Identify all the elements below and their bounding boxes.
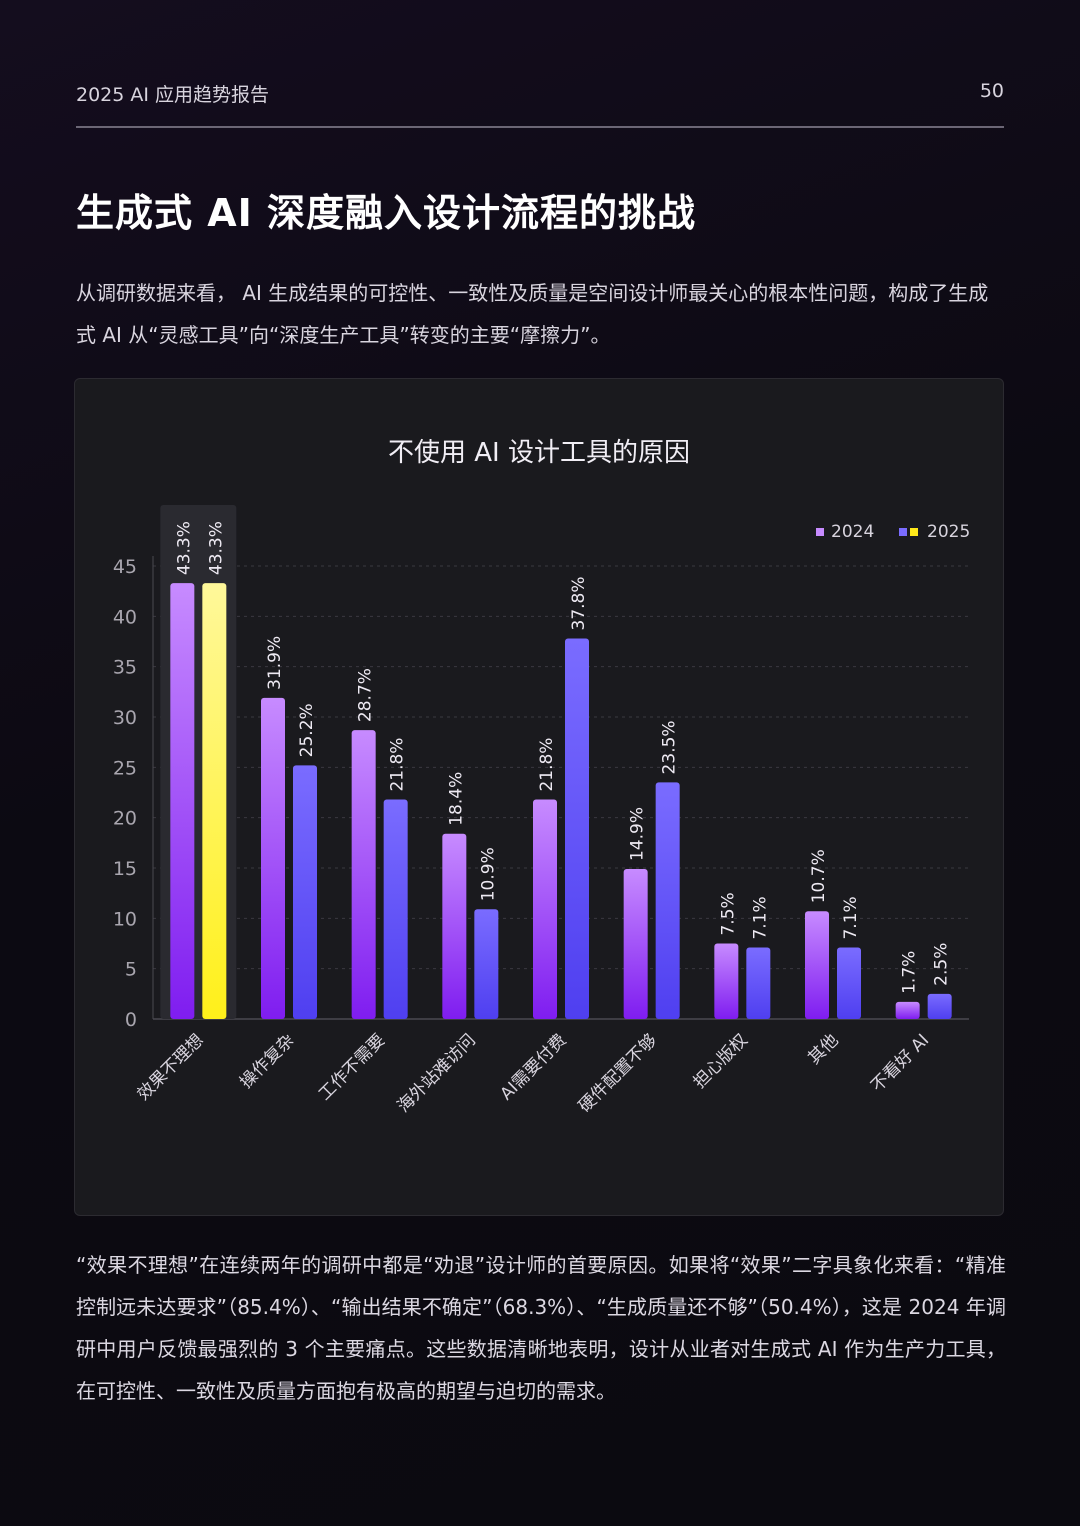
y-tick-label: 5: [125, 959, 137, 981]
conclusion-paragraph: “效果不理想”在连续两年的调研中都是“劝退”设计师的首要原因。如果将“效果”二字…: [76, 1253, 1006, 1403]
bar-2024-8: [805, 911, 829, 1019]
data-label: 7.5%: [718, 892, 738, 935]
data-label: 10.9%: [478, 847, 498, 901]
page-number: 50: [979, 80, 1004, 102]
x-tick-label: 其他: [804, 1030, 842, 1068]
data-label: 43.3%: [206, 521, 226, 575]
y-tick-label: 30: [113, 707, 137, 729]
y-tick-label: 0: [125, 1009, 137, 1031]
chart-card: 不使用 AI 设计工具的原因 0 5 10 15 20 25 30 35 40 45 43.3% 43…: [74, 378, 1004, 1216]
data-label: 10.7%: [809, 849, 829, 903]
page-title: 生成式 AI 深度融入设计流程的挑战: [76, 191, 697, 235]
legend-swatch-2025-highlight: [910, 528, 918, 536]
bar-2024-4: [442, 833, 467, 1019]
y-tick-label: 25: [113, 757, 137, 779]
y-tick-label: 20: [113, 808, 137, 830]
bar-2025-9: [927, 993, 952, 1019]
bar-2025-1: [202, 583, 227, 1019]
data-label: 31.9%: [265, 636, 285, 690]
data-label: 28.7%: [356, 668, 376, 722]
y-tick-label: 45: [113, 556, 137, 578]
data-label: 2.5%: [932, 943, 952, 986]
y-tick-label: 10: [113, 908, 137, 930]
legend-swatch-2025: [899, 528, 907, 536]
x-tick-label: 操作复杂: [236, 1030, 298, 1092]
y-tick-label: 40: [113, 606, 137, 628]
bar-2024-1: [170, 583, 195, 1019]
bar-2024-2: [261, 697, 285, 1019]
legend-swatch-2024: [816, 528, 824, 536]
bar-2024-3: [351, 730, 376, 1019]
x-tick-label: 工作不需要: [315, 1030, 389, 1104]
x-tick-label: 不看好 AI: [867, 1030, 933, 1096]
y-tick-label: 35: [113, 657, 137, 679]
page-header: 2025 AI 应用趋势报告 50: [76, 78, 1004, 128]
bar-2025-8: [837, 947, 861, 1019]
y-tick-label: 15: [113, 858, 137, 880]
data-label: 1.7%: [900, 951, 920, 994]
intro-paragraph: 从调研数据来看， AI 生成结果的可控性、一致性及质量是空间设计师最关心的根本性…: [76, 281, 989, 347]
legend-label-2024: 2024: [831, 522, 874, 542]
x-tick-label: 担心版权: [690, 1030, 752, 1092]
data-label: 43.3%: [174, 521, 194, 575]
bar-2024-5: [533, 799, 557, 1019]
data-label: 14.9%: [628, 807, 648, 861]
data-label: 25.2%: [297, 703, 317, 757]
x-tick-label: 海外站难访问: [394, 1030, 480, 1116]
data-label: 18.4%: [446, 772, 466, 826]
data-label: 23.5%: [660, 720, 680, 774]
bar-2025-6: [655, 782, 680, 1019]
x-tick-label: 效果不理想: [134, 1030, 208, 1104]
bar-2025-3: [383, 799, 408, 1019]
x-tick-label: 硬件配置不够: [575, 1030, 661, 1116]
bar-2024-7: [714, 943, 739, 1019]
x-tick-label: AI需要付费: [497, 1030, 571, 1104]
data-label: 7.1%: [841, 896, 861, 939]
bar-2024-6: [623, 869, 648, 1019]
data-label: 7.1%: [750, 896, 770, 939]
bar-2025-5: [565, 638, 589, 1019]
bar-2025-7: [746, 947, 771, 1019]
legend-label-2025: 2025: [927, 522, 970, 542]
data-label: 21.8%: [388, 738, 408, 792]
bar-2025-4: [474, 909, 499, 1019]
chart-title: 不使用 AI 设计工具的原因: [388, 438, 690, 468]
data-label: 21.8%: [537, 738, 557, 792]
bar-2025-2: [293, 765, 317, 1019]
bar-2024-9: [895, 1001, 920, 1019]
data-label: 37.8%: [569, 576, 589, 630]
document-title: 2025 AI 应用趋势报告: [76, 84, 270, 106]
legend: 2024 2025: [816, 522, 970, 542]
